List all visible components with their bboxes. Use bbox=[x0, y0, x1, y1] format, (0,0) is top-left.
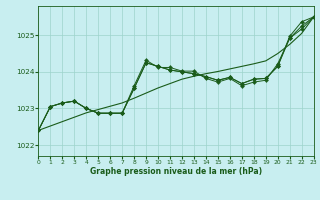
X-axis label: Graphe pression niveau de la mer (hPa): Graphe pression niveau de la mer (hPa) bbox=[90, 167, 262, 176]
